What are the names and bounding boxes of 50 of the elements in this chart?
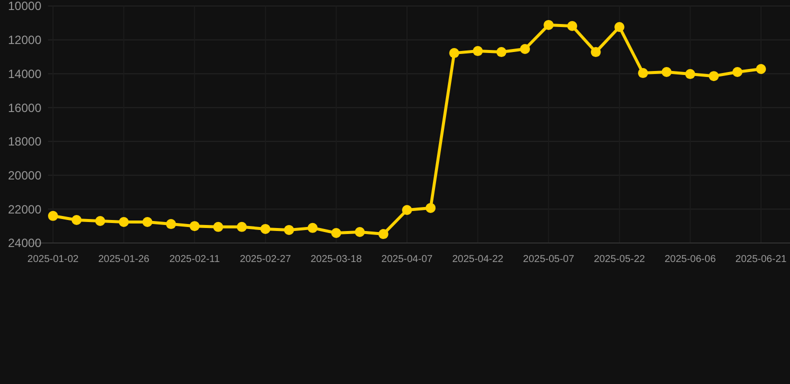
point <box>308 222 318 233</box>
point <box>662 67 672 78</box>
point <box>544 20 554 30</box>
x-tick-label: 2025-02-11 <box>169 254 220 265</box>
point <box>756 64 766 74</box>
point <box>166 219 176 230</box>
point <box>590 47 601 58</box>
x-tick-label: 2025-05-22 <box>594 254 646 265</box>
x-tick-label: 2025-06-06 <box>664 254 716 265</box>
y-tick-label: 24000 <box>8 236 42 250</box>
x-tick-label: 2025-03-18 <box>310 254 362 265</box>
point <box>190 221 200 232</box>
point <box>638 68 648 78</box>
point <box>378 229 388 240</box>
point <box>213 222 224 232</box>
x-tick-label: 2025-01-26 <box>98 254 150 265</box>
point <box>708 71 719 82</box>
point <box>614 22 624 32</box>
y-tick-label: 12000 <box>8 33 42 48</box>
y-tick-label: 18000 <box>8 134 42 149</box>
point <box>142 217 152 228</box>
y-tick-label: 22000 <box>8 202 42 216</box>
x-tick-label: 2025-06-21 <box>735 254 788 265</box>
point <box>331 228 342 238</box>
x-tick-label: 2025-04-07 <box>381 254 434 265</box>
point <box>284 224 294 235</box>
point <box>567 20 578 31</box>
point <box>72 214 82 225</box>
point <box>236 222 247 232</box>
point <box>48 210 58 221</box>
point <box>402 204 412 215</box>
y-tick-label: 10000 <box>8 0 42 14</box>
point <box>520 44 530 54</box>
y-tick-label: 16000 <box>8 100 42 115</box>
point <box>685 69 696 80</box>
y-tick-label: 20000 <box>8 168 42 182</box>
y-tick-label: 14000 <box>8 66 42 81</box>
x-tick-label: 2025-04-22 <box>452 254 504 265</box>
point <box>732 67 742 78</box>
point <box>95 216 106 226</box>
point <box>449 48 460 58</box>
point <box>472 46 483 56</box>
x-tick-label: 2025-05-07 <box>523 254 575 265</box>
x-tick-label: 2025-02-27 <box>240 254 292 265</box>
point <box>118 217 129 228</box>
point <box>496 47 506 58</box>
point <box>426 202 436 213</box>
point <box>354 226 365 237</box>
x-tick-label: 2025-01-02 <box>27 254 80 265</box>
point <box>260 224 270 234</box>
